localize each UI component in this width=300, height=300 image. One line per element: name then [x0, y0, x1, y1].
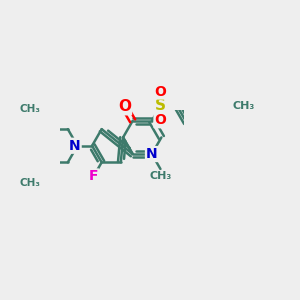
- Text: F: F: [89, 169, 98, 183]
- Text: S: S: [155, 98, 166, 113]
- Text: N: N: [69, 139, 81, 153]
- Text: CH₃: CH₃: [20, 104, 40, 114]
- Text: CH₃: CH₃: [149, 171, 172, 181]
- Text: CH₃: CH₃: [20, 178, 40, 188]
- Text: N: N: [146, 147, 158, 161]
- Text: O: O: [154, 85, 166, 98]
- Text: O: O: [154, 113, 166, 127]
- Text: CH₃: CH₃: [233, 101, 255, 111]
- Text: O: O: [118, 99, 131, 114]
